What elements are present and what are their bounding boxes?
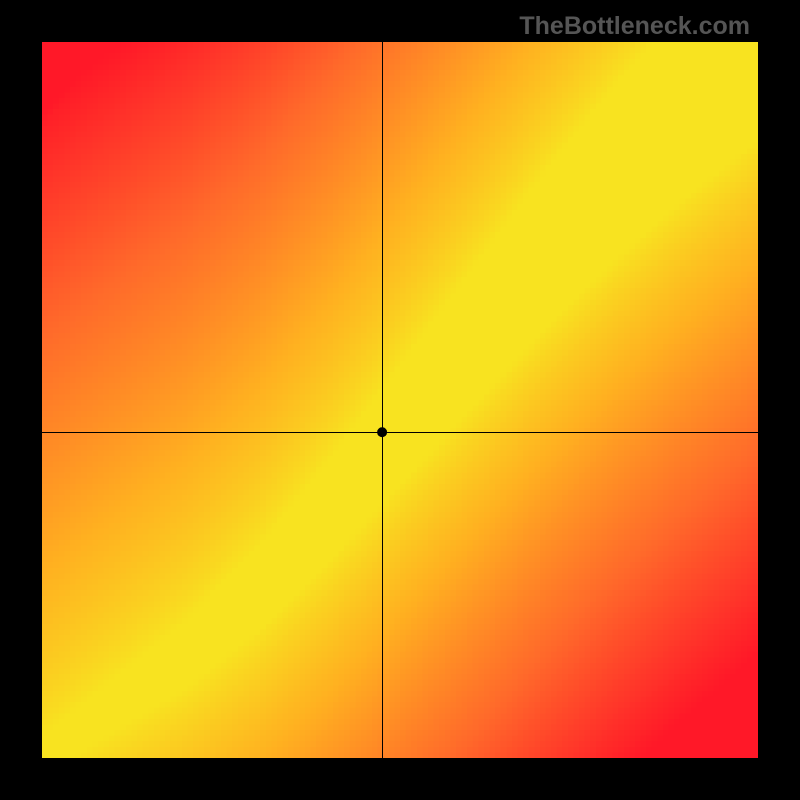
crosshair-overlay <box>42 42 758 758</box>
chart-container: TheBottleneck.com <box>0 0 800 800</box>
watermark-text: TheBottleneck.com <box>519 12 750 41</box>
